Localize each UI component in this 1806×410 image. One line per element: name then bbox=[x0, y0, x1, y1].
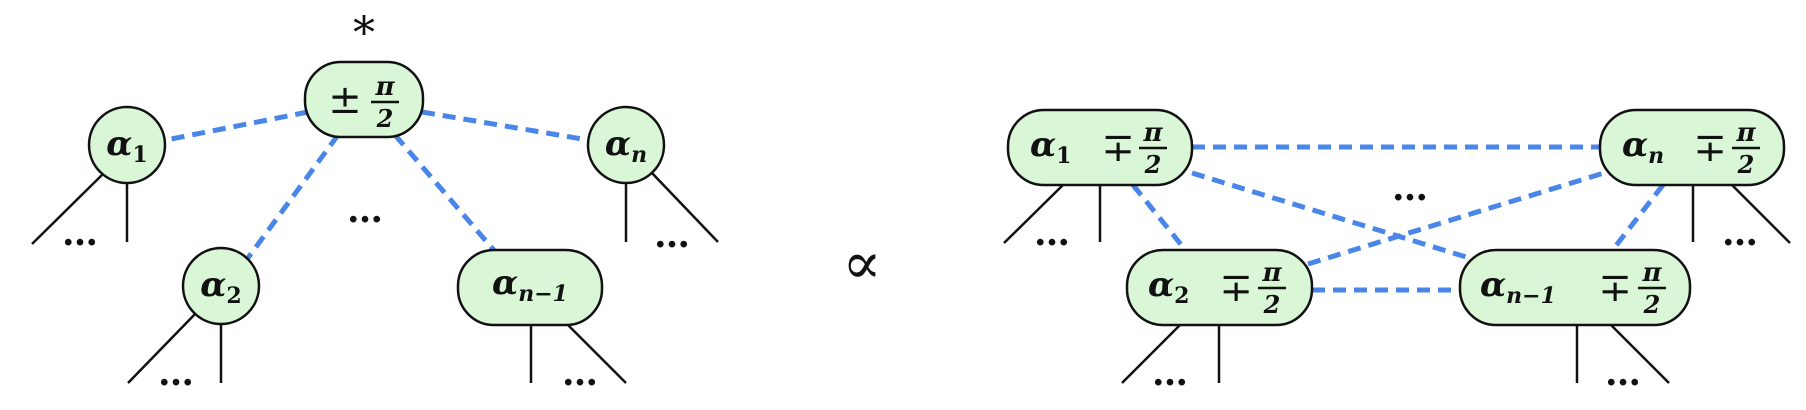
r-ellipsis-alphan: … bbox=[1722, 212, 1758, 254]
edge-r2-rn bbox=[1307, 170, 1605, 267]
r-alphan1-frac-den: 2 bbox=[1643, 290, 1661, 319]
edge-root-alpha1 bbox=[165, 109, 309, 143]
root-node bbox=[303, 60, 425, 139]
ellipsis-center: … bbox=[347, 189, 383, 231]
edge-root-alpha2 bbox=[242, 133, 341, 264]
svg-text:α1: α1 bbox=[106, 124, 147, 168]
r-alphan-frac-den: 2 bbox=[1737, 150, 1755, 179]
root-frac-num: π bbox=[374, 72, 395, 102]
r-alpha2-frac-den: 2 bbox=[1263, 290, 1281, 319]
r-ellipsis-alpha2: … bbox=[1152, 352, 1188, 394]
r-alphan-frac-num: π bbox=[1735, 118, 1756, 148]
right-graph: α1 ∓ π 2 αn ∓ π 2 α2 ∓ π 2 bbox=[1003, 108, 1791, 394]
leg-alpha1-left bbox=[31, 171, 106, 245]
node-alphan1: αn−1 bbox=[456, 248, 604, 327]
leg-alphan1-right bbox=[565, 322, 627, 384]
node-r-alphan1: αn−1 ∓ π 2 bbox=[1458, 248, 1692, 327]
alpha2-sub: 2 bbox=[226, 283, 241, 309]
root-sign: ± bbox=[328, 77, 362, 123]
node-alphan: αn bbox=[586, 105, 666, 185]
leg-rn-right bbox=[1729, 182, 1791, 244]
node-r-alpha1: α1 ∓ π 2 bbox=[1006, 108, 1194, 187]
proportional-symbol: ∝ bbox=[842, 229, 881, 297]
r-alpha2-sub: 2 bbox=[1174, 283, 1189, 309]
alphan1-base: α bbox=[492, 263, 518, 303]
alpha1-sub: 1 bbox=[132, 142, 147, 168]
root-star: * bbox=[353, 8, 375, 59]
edge-root-alphan1 bbox=[393, 133, 500, 257]
alphan-sub: n bbox=[631, 142, 647, 168]
r-ellipsis-center: … bbox=[1392, 167, 1428, 209]
node-r-alphan: αn ∓ π 2 bbox=[1598, 108, 1786, 187]
svg-text:α2: α2 bbox=[200, 265, 241, 309]
leg-alpha2-left bbox=[127, 311, 198, 384]
ellipsis-alpha1: … bbox=[62, 212, 98, 254]
r-alphan-sub: n bbox=[1648, 143, 1664, 169]
left-tree: * ± π 2 α1 αn α2 bbox=[31, 8, 719, 394]
svg-text:α1: α1 bbox=[1030, 125, 1071, 169]
edge-r1-rn1 bbox=[1191, 170, 1477, 263]
alpha1-base: α bbox=[106, 124, 132, 164]
svg-text:αn−1: αn−1 bbox=[492, 263, 568, 307]
node-r-alpha2: α2 ∓ π 2 bbox=[1125, 248, 1314, 327]
r-ellipsis-alphan1: … bbox=[1605, 352, 1641, 394]
r-alpha2-base: α bbox=[1148, 265, 1174, 305]
svg-text:αn−1: αn−1 bbox=[1480, 265, 1556, 309]
leg-alphan-right bbox=[650, 171, 719, 243]
r-alpha2-frac-num: π bbox=[1261, 258, 1282, 288]
alphan1-sub: n−1 bbox=[518, 281, 568, 307]
alphan-base: α bbox=[605, 124, 631, 164]
r-alpha2-sign: ∓ bbox=[1219, 265, 1253, 311]
alpha2-base: α bbox=[200, 265, 226, 305]
r-ellipsis-alpha1: … bbox=[1034, 212, 1070, 254]
leg-rn1-right bbox=[1608, 322, 1670, 384]
r-alpha1-frac-num: π bbox=[1142, 118, 1163, 148]
r-alphan-sign: ∓ bbox=[1693, 125, 1727, 171]
ellipsis-alpha2: … bbox=[158, 352, 194, 394]
r-alphan-base: α bbox=[1622, 125, 1648, 165]
r-alpha1-sign: ∓ bbox=[1101, 125, 1135, 171]
svg-text:αn: αn bbox=[1622, 125, 1664, 169]
r-alpha1-sub: 1 bbox=[1056, 143, 1071, 169]
node-alpha2: α2 bbox=[181, 246, 261, 326]
r-alphan1-sub: n−1 bbox=[1506, 283, 1556, 309]
svg-text:αn: αn bbox=[605, 124, 647, 168]
root-frac-den: 2 bbox=[376, 104, 394, 133]
edge-rn-rn1 bbox=[1609, 183, 1665, 254]
leg-r2-left bbox=[1121, 322, 1183, 384]
r-alphan1-base: α bbox=[1480, 265, 1506, 305]
leg-r1-left bbox=[1003, 182, 1066, 244]
r-alpha1-frac-den: 2 bbox=[1144, 150, 1162, 179]
r-alpha1-base: α bbox=[1030, 125, 1056, 165]
r-alphan1-sign: ∓ bbox=[1598, 265, 1632, 311]
r-alphan1-frac-num: π bbox=[1641, 258, 1662, 288]
edge-root-alphan bbox=[421, 109, 589, 143]
ellipsis-alphan: … bbox=[654, 214, 690, 256]
ellipsis-alphan1: … bbox=[562, 352, 598, 394]
edge-r1-r2 bbox=[1131, 183, 1189, 254]
svg-text:α2: α2 bbox=[1148, 265, 1189, 309]
node-alpha1: α1 bbox=[87, 105, 167, 185]
